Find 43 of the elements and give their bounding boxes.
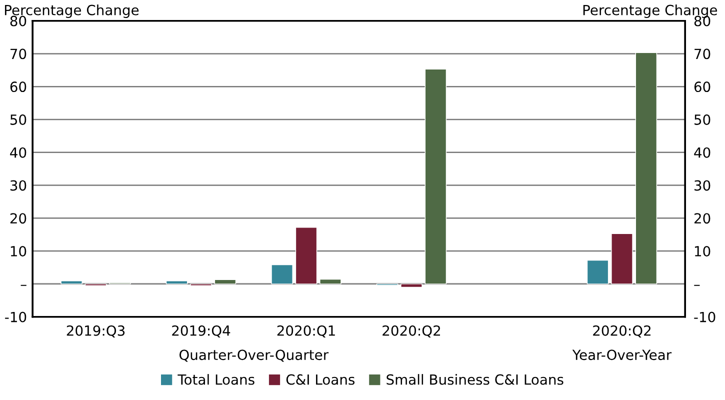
- y-tick-label: 20: [10, 213, 26, 224]
- bar: [400, 284, 422, 288]
- y-tick-label: 60: [10, 82, 26, 92]
- y2-tick-label: -10: [694, 312, 716, 322]
- y-tick-label: 30: [10, 180, 26, 191]
- y2-tick-label: 50: [694, 114, 710, 125]
- y-tick-label: 40: [10, 147, 26, 158]
- x-tick-label: 2019:Q4: [172, 325, 230, 338]
- y2-tick-label: 60: [694, 82, 710, 92]
- y2-tick-label: 10: [694, 246, 710, 256]
- x-tick-label: 2020:Q2: [382, 325, 440, 338]
- y2-tick-label: –: [694, 284, 700, 286]
- y2-tick-label: 30: [694, 180, 710, 191]
- x-tick-label: 2020:Q2: [593, 325, 650, 338]
- legend-label: C&I Loans: [286, 374, 355, 385]
- text: Quarter-Over-Quarter: [179, 350, 329, 362]
- y2-axis-title: Percentage Change: [583, 4, 718, 18]
- x-tick-label: 2019:Q3: [66, 325, 125, 338]
- bar: [166, 280, 188, 284]
- bar: [320, 278, 342, 284]
- legend-label: Small Business C&I Loans: [386, 374, 564, 385]
- bar: [611, 233, 633, 284]
- bar: [635, 52, 658, 284]
- y2-tick-label: 20: [694, 213, 710, 224]
- y-tick-label: 70: [10, 48, 26, 60]
- x-tick-label: 2020:Q1: [277, 325, 335, 338]
- bar: [214, 279, 236, 284]
- bar: [586, 260, 609, 284]
- bar: [60, 280, 82, 284]
- y-tick-label: –: [20, 284, 26, 286]
- text: Year-Over-Year: [572, 350, 672, 360]
- y-tick-label: -10: [5, 312, 26, 322]
- y2-tick-label: 80: [694, 16, 710, 26]
- bar: [271, 264, 293, 284]
- y-tick-label: 50: [10, 114, 26, 125]
- legend-label: Total Loans: [178, 374, 254, 385]
- bar: [295, 226, 318, 284]
- y2-tick-label: 70: [694, 48, 710, 60]
- y-tick-label: 10: [10, 246, 26, 256]
- bar: [424, 68, 447, 284]
- y2-tick-label: 40: [694, 147, 710, 158]
- y-axis-title: Percentage Change: [4, 4, 139, 18]
- y-tick-label: 80: [10, 16, 26, 26]
